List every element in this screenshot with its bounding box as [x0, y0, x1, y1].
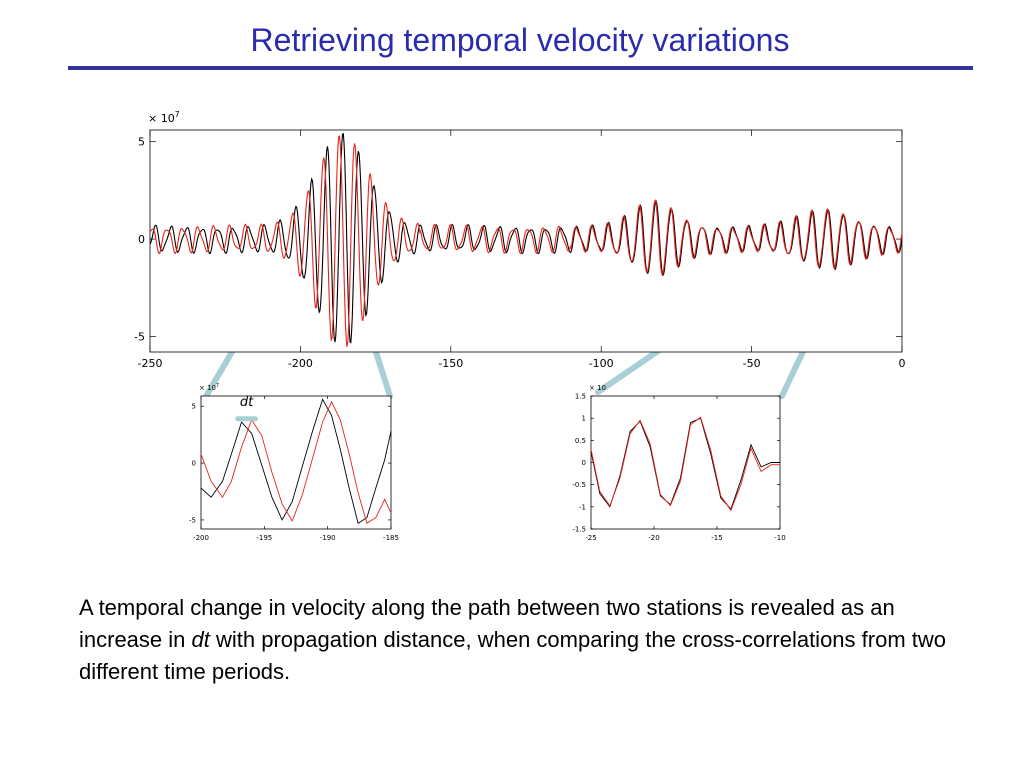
caption-emphasis: dt	[191, 626, 210, 652]
y-tick-label: 0	[582, 459, 586, 467]
axis-exponent-label: × 10	[589, 384, 606, 392]
x-tick-label: -15	[711, 534, 722, 542]
axis-exponent-power: 7	[175, 110, 180, 119]
y-tick-label: 1.5	[575, 392, 586, 400]
zoom-early-chart: -200 -195 -190 -185 -5 0 5 × 107 dt	[189, 383, 399, 542]
x-tick-label: -20	[648, 534, 659, 542]
y-tick-label: 0	[192, 460, 196, 468]
caption-text-end: with propagation distance, when comparin…	[79, 626, 947, 684]
x-tick-label: -10	[774, 534, 785, 542]
dt-annotation: dt	[240, 395, 254, 410]
y-tick-label: -0.5	[572, 481, 586, 489]
y-tick-label: 1	[582, 415, 586, 423]
caption: A temporal change in velocity along the …	[79, 592, 959, 688]
y-tick-label: -5	[189, 516, 196, 524]
x-tick-label: -185	[383, 534, 399, 542]
zoom-series-2	[200, 400, 392, 525]
axis-exponent-label: × 107	[148, 110, 180, 125]
zoom-late-chart: -25 -20 -15 -10 -1.5 -1 -0.5 0 0.5 1 1.5× 10	[572, 384, 785, 542]
plot-frame	[590, 395, 781, 530]
x-tick-label: -100	[589, 357, 614, 370]
axis-exponent-label: × 107	[199, 383, 219, 392]
y-tick-label: 5	[192, 403, 196, 411]
zoom-series-2	[590, 416, 780, 512]
axis-exponent-power: 7	[216, 383, 219, 389]
plot-frame	[200, 395, 392, 530]
y-tick-label: 5	[138, 136, 145, 149]
y-tick-label: -1.5	[572, 525, 586, 533]
caption-text-start: A temporal change in velocity along the …	[79, 595, 895, 652]
x-tick-label: -150	[438, 357, 463, 370]
waveform-series-1	[149, 132, 903, 344]
zoom-series-1	[590, 417, 780, 510]
x-tick-label: -190	[320, 534, 336, 542]
x-tick-label: 0	[899, 357, 906, 370]
x-tick-label: -25	[585, 534, 596, 542]
zoom-series-1	[200, 398, 392, 525]
x-tick-label: -200	[193, 534, 209, 542]
main-waveform-chart: -250 -200 -150 -100 -50 0-505× 107	[134, 110, 905, 370]
x-tick-label: -50	[743, 357, 761, 370]
x-tick-label: -250	[138, 357, 163, 370]
waveform-series-2	[149, 135, 903, 347]
y-tick-label: -1	[579, 503, 586, 511]
y-tick-label: -5	[134, 330, 145, 343]
slide-title: Retrieving temporal velocity variations	[250, 22, 790, 58]
y-tick-label: 0.5	[575, 437, 586, 445]
y-tick-label: 0	[138, 233, 145, 246]
x-tick-label: -200	[288, 357, 313, 370]
x-tick-label: -195	[256, 534, 272, 542]
title-rule	[68, 66, 973, 70]
figure: -250 -200 -150 -100 -50 0-505× 107 -200 -195 -1…	[134, 110, 905, 542]
